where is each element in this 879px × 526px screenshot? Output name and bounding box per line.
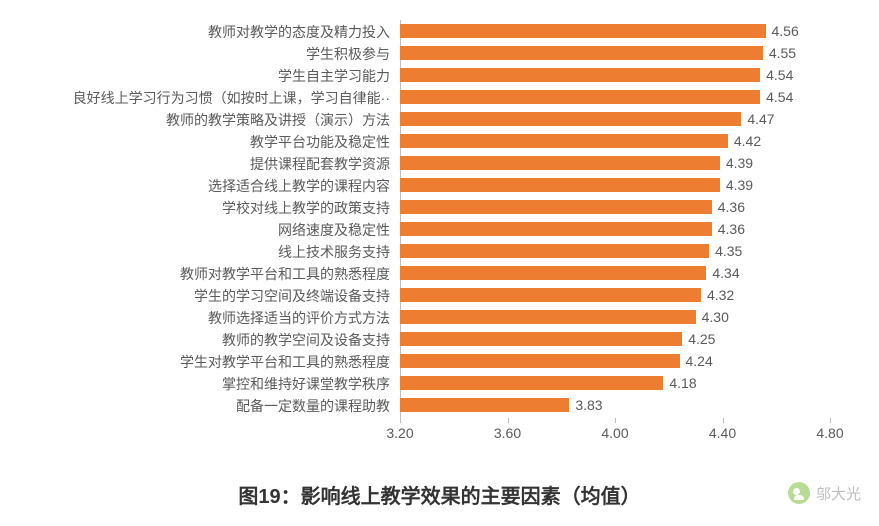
bar-row: 教师的教学空间及设备支持4.25: [400, 330, 830, 352]
bar-category-label: 网络速度及稳定性: [20, 220, 390, 240]
bar-rect: [400, 68, 760, 82]
bar-category-label: 学生的学习空间及终端设备支持: [20, 286, 390, 306]
bar-row: 学生的学习空间及终端设备支持4.32: [400, 286, 830, 308]
bar-row: 教师对教学的态度及精力投入4.56: [400, 22, 830, 44]
bar-rect: [400, 244, 709, 258]
bar-category-label: 教师对教学平台和工具的熟悉程度: [20, 264, 390, 284]
x-tick-mark: [508, 418, 509, 423]
bar-category-label: 教师的教学空间及设备支持: [20, 330, 390, 350]
bar-value-label: 3.83: [575, 396, 602, 414]
bar-row: 网络速度及稳定性4.36: [400, 220, 830, 242]
bar-row: 线上技术服务支持4.35: [400, 242, 830, 264]
x-tick-mark: [615, 418, 616, 423]
x-tick-label: 3.20: [386, 425, 413, 441]
bar-rect: [400, 24, 766, 38]
bar-row: 学生自主学习能力4.54: [400, 66, 830, 88]
bar-value-label: 4.42: [734, 132, 761, 150]
bar-row: 教师选择适当的评价方式方法4.30: [400, 308, 830, 330]
plot-area: 教师对教学的态度及精力投入4.56学生积极参与4.55学生自主学习能力4.54良…: [400, 20, 830, 418]
bar-rect: [400, 90, 760, 104]
x-tick-label: 3.60: [494, 425, 521, 441]
x-tick-mark: [723, 418, 724, 423]
bar-rect: [400, 156, 720, 170]
watermark: 邬大光: [788, 482, 861, 504]
bar-value-label: 4.55: [769, 44, 796, 62]
bar-value-label: 4.47: [747, 110, 774, 128]
bar-category-label: 线上技术服务支持: [20, 242, 390, 262]
bar-rect: [400, 178, 720, 192]
bar-value-label: 4.30: [702, 308, 729, 326]
x-tick-label: 4.00: [601, 425, 628, 441]
bar-row: 配备一定数量的课程助教3.83: [400, 396, 830, 418]
x-tick-label: 4.80: [816, 425, 843, 441]
wechat-icon: [788, 482, 810, 504]
bar-value-label: 4.39: [726, 176, 753, 194]
bar-rect: [400, 222, 712, 236]
bar-category-label: 提供课程配套教学资源: [20, 154, 390, 174]
x-tick-mark: [400, 418, 401, 423]
bar-rect: [400, 112, 741, 126]
bar-row: 教学平台功能及稳定性4.42: [400, 132, 830, 154]
bar-category-label: 学生对教学平台和工具的熟悉程度: [20, 352, 390, 372]
x-axis: 3.203.604.004.404.80: [400, 425, 830, 445]
bar-value-label: 4.54: [766, 88, 793, 106]
bar-rect: [400, 310, 696, 324]
chart-caption: 图19：影响线上教学效果的主要因素（均值）: [0, 480, 879, 509]
x-tick-mark: [830, 418, 831, 423]
bar-row: 学生对教学平台和工具的熟悉程度4.24: [400, 352, 830, 374]
bar-rect: [400, 376, 663, 390]
bar-category-label: 教师对教学的态度及精力投入: [20, 22, 390, 42]
bar-row: 学生积极参与4.55: [400, 44, 830, 66]
bar-value-label: 4.35: [715, 242, 742, 260]
chart-container: 教师对教学的态度及精力投入4.56学生积极参与4.55学生自主学习能力4.54良…: [10, 10, 850, 445]
bar-rect: [400, 46, 763, 60]
bar-value-label: 4.54: [766, 66, 793, 84]
bar-row: 提供课程配套教学资源4.39: [400, 154, 830, 176]
bar-rect: [400, 332, 682, 346]
bar-category-label: 选择适合线上教学的课程内容: [20, 176, 390, 196]
bar-rect: [400, 398, 569, 412]
bar-rect: [400, 288, 701, 302]
bar-rect: [400, 354, 680, 368]
bar-category-label: 教师选择适当的评价方式方法: [20, 308, 390, 328]
x-tick-label: 4.40: [709, 425, 736, 441]
bar-value-label: 4.36: [718, 198, 745, 216]
bar-category-label: 学校对线上教学的政策支持: [20, 198, 390, 218]
bar-rect: [400, 200, 712, 214]
bar-value-label: 4.56: [772, 22, 799, 40]
bar-row: 良好线上学习行为习惯（如按时上课，学习自律能··4.54: [400, 88, 830, 110]
bar-value-label: 4.34: [712, 264, 739, 282]
bar-value-label: 4.24: [686, 352, 713, 370]
bar-category-label: 学生自主学习能力: [20, 66, 390, 86]
bars-group: 教师对教学的态度及精力投入4.56学生积极参与4.55学生自主学习能力4.54良…: [400, 20, 830, 418]
bar-value-label: 4.18: [669, 374, 696, 392]
bar-rect: [400, 134, 728, 148]
bar-category-label: 良好线上学习行为习惯（如按时上课，学习自律能··: [20, 88, 390, 108]
bar-category-label: 学生积极参与: [20, 44, 390, 64]
bar-category-label: 教学平台功能及稳定性: [20, 132, 390, 152]
bar-value-label: 4.32: [707, 286, 734, 304]
bar-rect: [400, 266, 706, 280]
bar-row: 教师的教学策略及讲授（演示）方法4.47: [400, 110, 830, 132]
bar-row: 教师对教学平台和工具的熟悉程度4.34: [400, 264, 830, 286]
watermark-text: 邬大光: [816, 483, 861, 504]
bar-row: 学校对线上教学的政策支持4.36: [400, 198, 830, 220]
bar-value-label: 4.25: [688, 330, 715, 348]
bar-category-label: 配备一定数量的课程助教: [20, 396, 390, 416]
bar-value-label: 4.39: [726, 154, 753, 172]
bar-category-label: 掌控和维持好课堂教学秩序: [20, 374, 390, 394]
bar-row: 掌控和维持好课堂教学秩序4.18: [400, 374, 830, 396]
bar-category-label: 教师的教学策略及讲授（演示）方法: [20, 110, 390, 130]
bar-value-label: 4.36: [718, 220, 745, 238]
bar-row: 选择适合线上教学的课程内容4.39: [400, 176, 830, 198]
